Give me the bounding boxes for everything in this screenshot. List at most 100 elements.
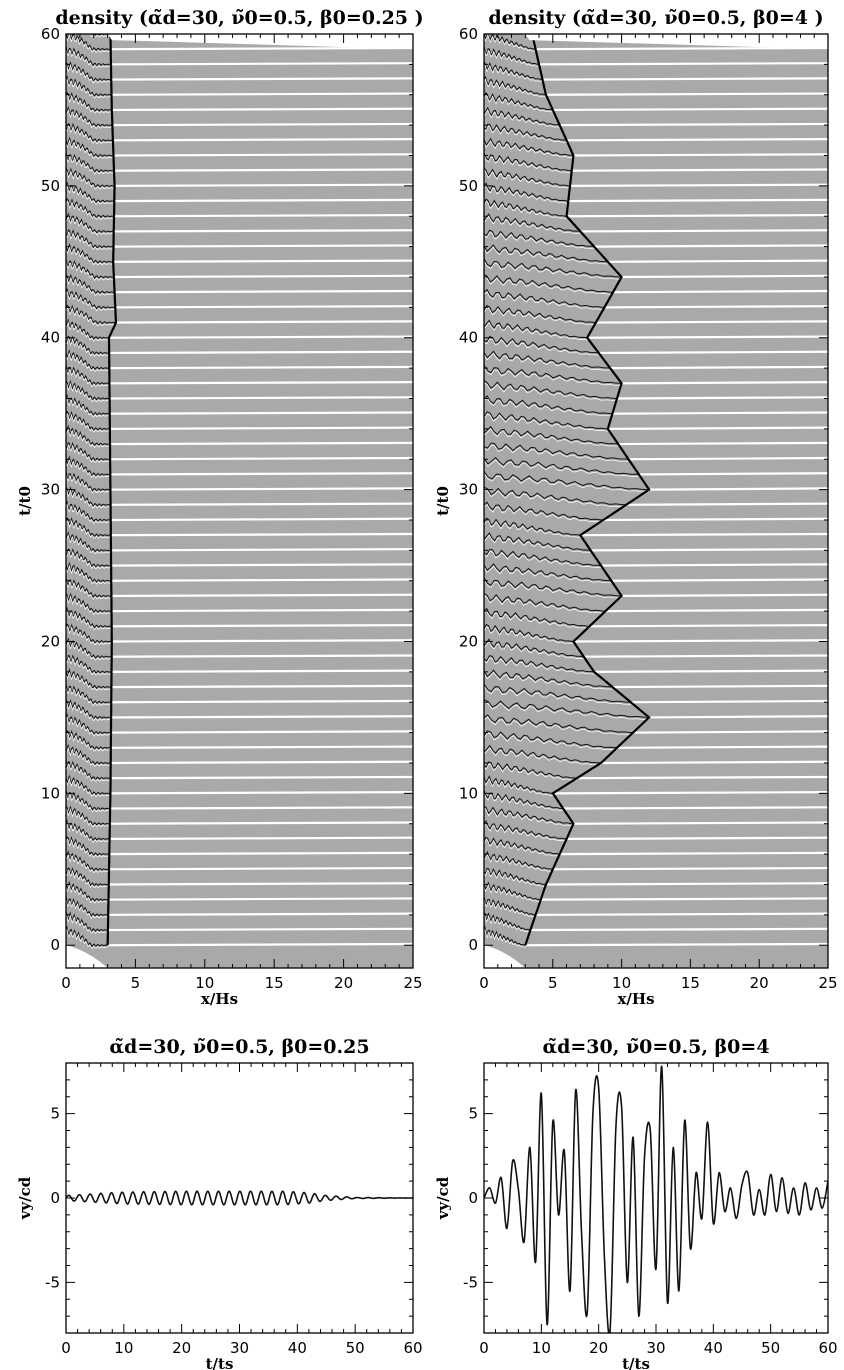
density-baseline bbox=[545, 92, 828, 96]
density-curve-highlight bbox=[66, 898, 109, 920]
density-curve-highlight bbox=[66, 154, 115, 175]
density-baseline bbox=[109, 836, 413, 841]
density-curve-highlight bbox=[66, 609, 112, 631]
density-curve-highlight bbox=[66, 77, 112, 99]
density-curve-highlight bbox=[86, 34, 111, 38]
shock-front bbox=[106, 34, 118, 946]
density-curve bbox=[484, 548, 602, 566]
density-curve bbox=[484, 244, 608, 263]
corner-blank-bottom bbox=[484, 945, 526, 968]
density-baseline bbox=[598, 350, 828, 355]
y-tick-label: 5 bbox=[468, 1105, 478, 1123]
density-curve bbox=[66, 867, 109, 887]
density-curve bbox=[484, 273, 614, 293]
velocity_right-panel: 0 10 20 30 40 50 60 -5 0 5 α̃d=30, ν̃0=0.5, β0=4 t/… bbox=[434, 1036, 838, 1370]
density-baseline bbox=[603, 517, 828, 522]
density-baseline bbox=[110, 548, 413, 552]
density-curve bbox=[484, 350, 611, 369]
y-tick-label: 60 bbox=[459, 25, 478, 43]
density-curve-highlight bbox=[66, 321, 110, 342]
x-axis-label: x/Hs bbox=[201, 990, 238, 1008]
density-curve-highlight bbox=[484, 565, 612, 584]
density-baseline bbox=[109, 350, 413, 355]
density-baseline bbox=[607, 259, 828, 263]
x-tick-label: 25 bbox=[403, 974, 422, 992]
density-curve-highlight bbox=[66, 382, 110, 403]
density-baseline bbox=[111, 684, 413, 689]
plot-area bbox=[484, 34, 828, 968]
density-curve bbox=[484, 638, 584, 658]
density-baseline bbox=[621, 593, 828, 598]
density-curves bbox=[484, 34, 828, 968]
density-curve bbox=[66, 623, 112, 644]
density-baseline bbox=[112, 122, 413, 127]
density-curve bbox=[484, 836, 560, 855]
density-curve-highlight bbox=[66, 579, 112, 601]
density-baseline bbox=[545, 882, 828, 886]
density-baseline bbox=[111, 623, 413, 628]
density-curve-highlight bbox=[66, 595, 112, 615]
density-baseline bbox=[113, 274, 413, 279]
density-curve-highlight bbox=[66, 125, 113, 144]
density-baseline bbox=[569, 183, 828, 187]
density-curve bbox=[66, 712, 111, 735]
density-curve bbox=[66, 181, 115, 204]
x-tick-label: 0 bbox=[479, 974, 489, 992]
density-curve bbox=[66, 105, 113, 128]
density-curve bbox=[484, 730, 618, 749]
density-curve bbox=[66, 242, 114, 264]
density-curve bbox=[484, 91, 553, 111]
density-baseline bbox=[612, 411, 828, 415]
density-curve-highlight bbox=[484, 352, 611, 371]
density-curve bbox=[66, 592, 112, 613]
density-curve bbox=[66, 760, 111, 780]
density-curve bbox=[66, 805, 110, 826]
density-curve-highlight bbox=[66, 34, 111, 54]
density-baseline bbox=[110, 730, 413, 734]
density-curve bbox=[484, 34, 536, 50]
density-baseline bbox=[111, 563, 413, 567]
density-baseline bbox=[109, 396, 413, 400]
density-curve bbox=[484, 46, 540, 65]
density-curve-highlight bbox=[66, 458, 111, 479]
density-curve-highlight bbox=[66, 928, 108, 950]
density-baseline bbox=[109, 335, 413, 339]
density-curve bbox=[484, 607, 590, 627]
x-tick-label: 20 bbox=[334, 974, 353, 992]
density-curve-highlight bbox=[484, 657, 595, 675]
x-tick-label: 5 bbox=[548, 974, 558, 992]
density-curve bbox=[66, 335, 110, 355]
density-curve bbox=[484, 229, 595, 248]
density-curve-highlight bbox=[484, 184, 569, 204]
x-tick-label: 30 bbox=[230, 1339, 249, 1357]
density-curve bbox=[484, 364, 622, 384]
density-curve-highlight bbox=[66, 367, 110, 388]
density-curve-highlight bbox=[484, 48, 540, 67]
density-curve bbox=[66, 229, 114, 249]
density-curve-highlight bbox=[66, 550, 112, 570]
density-baseline bbox=[111, 107, 413, 112]
density-curve bbox=[66, 548, 112, 568]
density-baseline bbox=[611, 578, 828, 582]
density-curve-highlight bbox=[66, 245, 114, 266]
density-curve-highlight bbox=[484, 109, 560, 128]
x-tick-label: 10 bbox=[532, 1339, 551, 1357]
x-tick-label: 10 bbox=[195, 974, 214, 992]
density-curve bbox=[66, 849, 110, 872]
density-curve bbox=[484, 486, 627, 506]
density-curve bbox=[484, 775, 553, 794]
density-baseline bbox=[114, 213, 413, 218]
y-tick-label: 60 bbox=[41, 25, 60, 43]
density-baseline bbox=[559, 851, 828, 856]
density-curve bbox=[66, 273, 115, 295]
density-curve-highlight bbox=[66, 777, 111, 798]
y-tick-label: -5 bbox=[45, 1273, 60, 1291]
plot-frame bbox=[65, 33, 414, 969]
density-baseline bbox=[612, 289, 828, 294]
density-curve-highlight bbox=[484, 246, 608, 265]
density-curve bbox=[484, 123, 567, 141]
density-curve bbox=[484, 896, 536, 916]
density-curve-highlight bbox=[484, 488, 627, 508]
density-baseline bbox=[573, 639, 828, 643]
density-curve bbox=[484, 319, 588, 339]
